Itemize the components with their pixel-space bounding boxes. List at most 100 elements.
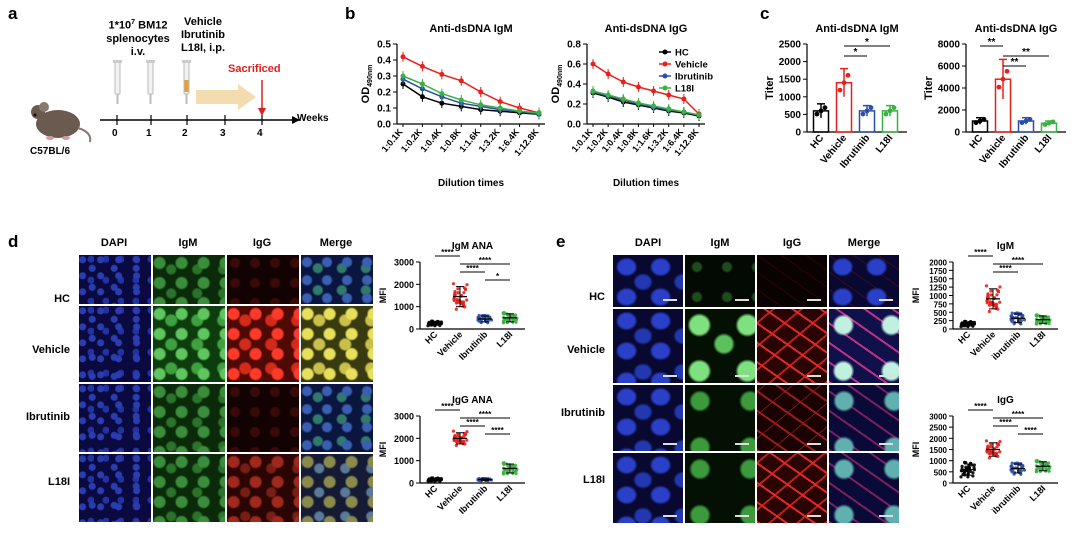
series-line-hc [402, 83, 540, 116]
micrograph-tile [152, 453, 226, 523]
y-tick-label: 0.2 [377, 88, 391, 99]
significance-label: **** [479, 256, 492, 265]
micrograph-tile [226, 453, 300, 523]
panel-label-d: d [8, 232, 19, 251]
syringe-icon [113, 60, 122, 104]
data-point [977, 118, 983, 124]
chart-title: IgG [997, 395, 1014, 406]
data-point [1004, 68, 1010, 74]
significance-label: **** [441, 248, 454, 257]
micrograph-tile [152, 383, 226, 453]
x-tick-label: L18I [495, 483, 515, 503]
data-point [966, 475, 970, 479]
panel-label-b: b [345, 4, 356, 23]
data-point [1050, 119, 1056, 125]
data-point [451, 429, 456, 433]
col-header-igg: IgG [782, 237, 802, 249]
data-point [891, 105, 897, 111]
y-tick-label: 0.6 [567, 60, 581, 71]
data-point [989, 293, 993, 297]
y-tick-label: 500 [934, 309, 948, 318]
y-tick-label: 1000 [394, 302, 414, 312]
y-tick-label: 1750 [929, 267, 947, 276]
data-point [590, 61, 596, 67]
y-tick-label: 2000 [779, 57, 802, 68]
y-tick-label: 0.0 [377, 120, 391, 131]
mouse-icon [31, 102, 92, 143]
chart-e-igg: IgG050010001500200025003000MFIHCVehiclei… [911, 395, 1058, 516]
series-line-l18i [402, 75, 540, 114]
data-point [502, 471, 506, 475]
data-point [996, 84, 1002, 90]
data-point [998, 439, 1002, 444]
tick-week-3: 3 [220, 128, 226, 139]
micrograph-tile [300, 453, 374, 523]
y-tick-label: 0 [409, 479, 414, 489]
y-tick-label: 2000 [929, 259, 947, 268]
micrograph-tile [756, 384, 828, 452]
y-tick-label: 4000 [938, 84, 961, 95]
y-tick-label: 0.2 [567, 100, 581, 111]
data-point [814, 111, 820, 117]
data-point [439, 91, 445, 97]
data-point [419, 63, 425, 69]
y-axis-label: Titer [765, 75, 776, 99]
micrograph-tile [78, 383, 152, 453]
row-label-ibrutinib: Ibrutinib [26, 411, 70, 423]
data-point [1022, 318, 1027, 322]
data-point [986, 293, 990, 298]
y-tick-label: 1500 [929, 275, 947, 284]
row-label-hc: HC [54, 293, 70, 305]
data-point [868, 105, 874, 111]
data-point [1035, 460, 1039, 464]
col-header-igg: IgG [252, 237, 272, 249]
micrograph-tile [828, 254, 900, 308]
y-axis-label: Titer [923, 75, 935, 99]
panel-label-e: e [556, 232, 566, 251]
data-point [478, 89, 484, 95]
treatment-label: Vehicle Ibrutinib L18I, i.p. [180, 16, 225, 54]
y-tick-label: 1000 [929, 292, 947, 301]
micrograph-tile [612, 308, 684, 384]
chart-d-igm-ana: IgM ANA0100020003000MFIHCVehicleIbrutini… [378, 241, 525, 362]
strain-label: C57BL/6 [30, 146, 71, 157]
micrograph-tile [300, 305, 374, 383]
data-point [502, 462, 506, 466]
data-point [453, 291, 457, 295]
data-point [458, 78, 464, 84]
tick-week-4: 4 [257, 128, 263, 139]
data-point [960, 464, 964, 468]
micrograph-tile [684, 254, 756, 308]
data-point [681, 109, 687, 115]
data-point [981, 116, 987, 122]
y-tick-label: 3000 [394, 412, 414, 422]
significance-label: **** [974, 248, 987, 257]
data-point [964, 319, 968, 324]
y-tick-label: 2000 [938, 106, 961, 117]
data-point [1038, 319, 1042, 324]
data-point [651, 88, 657, 94]
data-point [971, 471, 975, 475]
micrograph-tile [828, 384, 900, 452]
data-point [1009, 318, 1013, 322]
data-point [989, 442, 993, 446]
data-point [476, 315, 480, 320]
data-point [822, 105, 828, 111]
data-point [998, 300, 1002, 304]
data-point [1013, 461, 1017, 466]
y-tick-label: 500 [934, 468, 948, 477]
micrograph-tile [226, 383, 300, 453]
data-point [1023, 118, 1029, 124]
data-point [837, 87, 843, 93]
syringe-icon [182, 60, 191, 104]
data-point [1035, 314, 1039, 318]
y-tick-label: 1000 [929, 457, 947, 466]
data-point [605, 92, 611, 98]
legend-label: Ibrutinib [675, 72, 713, 83]
y-tick-label: 3000 [394, 258, 414, 268]
micrograph-tile [756, 254, 828, 308]
legend-label: Vehicle [675, 60, 708, 71]
data-point [1035, 321, 1039, 325]
data-point [635, 84, 641, 90]
col-header-merge: Merge [847, 237, 881, 249]
